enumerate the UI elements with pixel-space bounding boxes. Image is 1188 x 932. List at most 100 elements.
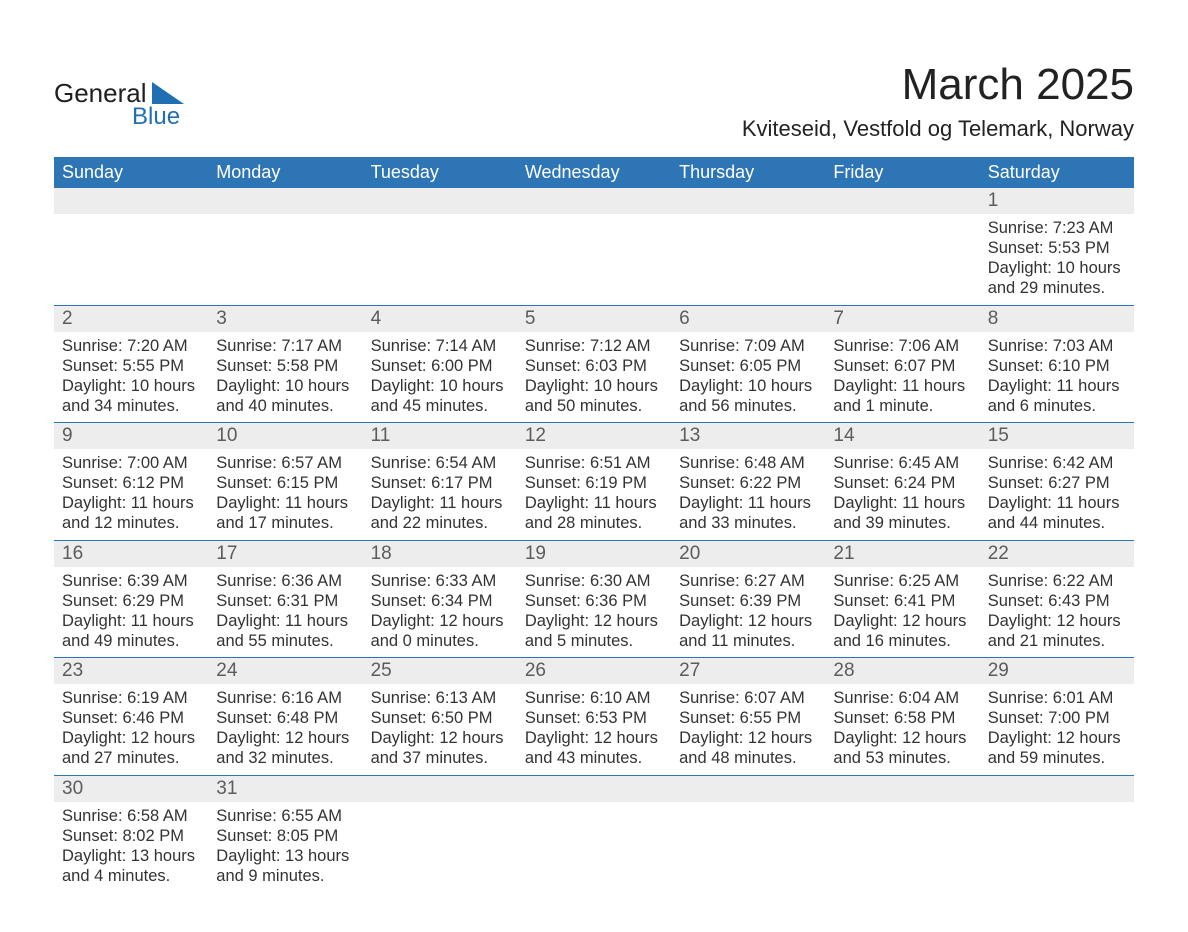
day-number-cell xyxy=(671,775,825,802)
day-info-cell: Sunrise: 7:20 AMSunset: 5:55 PMDaylight:… xyxy=(54,332,208,423)
month-title: March 2025 xyxy=(742,60,1134,110)
day-info-cell: Sunrise: 6:33 AMSunset: 6:34 PMDaylight:… xyxy=(363,567,517,658)
day-number-cell: 30 xyxy=(54,775,208,802)
day-info-cell xyxy=(517,214,671,305)
sunset-text: Sunset: 6:24 PM xyxy=(833,473,971,493)
day-number-cell: 1 xyxy=(980,188,1134,214)
daylight-text: Daylight: 13 hours and 4 minutes. xyxy=(62,846,200,886)
day-number-cell: 8 xyxy=(980,305,1134,332)
day-info-cell xyxy=(980,802,1134,893)
day-number-cell: 3 xyxy=(208,305,362,332)
sunset-text: Sunset: 7:00 PM xyxy=(988,708,1126,728)
day-info-cell: Sunrise: 7:06 AMSunset: 6:07 PMDaylight:… xyxy=(825,332,979,423)
sunset-text: Sunset: 6:53 PM xyxy=(525,708,663,728)
daylight-text: Daylight: 11 hours and 12 minutes. xyxy=(62,493,200,533)
sunrise-text: Sunrise: 6:36 AM xyxy=(216,571,354,591)
daylight-text: Daylight: 10 hours and 40 minutes. xyxy=(216,376,354,416)
week-info-row: Sunrise: 7:23 AMSunset: 5:53 PMDaylight:… xyxy=(54,214,1134,305)
day-info-cell xyxy=(363,802,517,893)
week-info-row: Sunrise: 6:39 AMSunset: 6:29 PMDaylight:… xyxy=(54,567,1134,658)
sunrise-text: Sunrise: 6:58 AM xyxy=(62,806,200,826)
day-info-cell: Sunrise: 6:13 AMSunset: 6:50 PMDaylight:… xyxy=(363,684,517,775)
week-daynum-row: 1 xyxy=(54,188,1134,214)
week-daynum-row: 9101112131415 xyxy=(54,423,1134,450)
day-info-cell: Sunrise: 6:07 AMSunset: 6:55 PMDaylight:… xyxy=(671,684,825,775)
day-number-cell xyxy=(825,188,979,214)
sunset-text: Sunset: 6:29 PM xyxy=(62,591,200,611)
sunrise-text: Sunrise: 6:45 AM xyxy=(833,453,971,473)
sunrise-text: Sunrise: 7:17 AM xyxy=(216,336,354,356)
sunrise-text: Sunrise: 6:30 AM xyxy=(525,571,663,591)
daylight-text: Daylight: 12 hours and 32 minutes. xyxy=(216,728,354,768)
sunrise-text: Sunrise: 7:03 AM xyxy=(988,336,1126,356)
day-number-cell: 20 xyxy=(671,540,825,567)
daylight-text: Daylight: 11 hours and 49 minutes. xyxy=(62,611,200,651)
sunset-text: Sunset: 6:03 PM xyxy=(525,356,663,376)
day-info-cell: Sunrise: 6:55 AMSunset: 8:05 PMDaylight:… xyxy=(208,802,362,893)
sunrise-text: Sunrise: 6:04 AM xyxy=(833,688,971,708)
day-number-cell: 31 xyxy=(208,775,362,802)
day-number-cell xyxy=(825,775,979,802)
daylight-text: Daylight: 11 hours and 22 minutes. xyxy=(371,493,509,533)
sunrise-text: Sunrise: 7:20 AM xyxy=(62,336,200,356)
day-number-cell xyxy=(363,775,517,802)
brand-triangle-icon xyxy=(152,82,184,104)
day-info-cell: Sunrise: 6:22 AMSunset: 6:43 PMDaylight:… xyxy=(980,567,1134,658)
sunset-text: Sunset: 6:17 PM xyxy=(371,473,509,493)
day-info-cell: Sunrise: 6:04 AMSunset: 6:58 PMDaylight:… xyxy=(825,684,979,775)
day-number-cell xyxy=(54,188,208,214)
day-info-cell: Sunrise: 6:45 AMSunset: 6:24 PMDaylight:… xyxy=(825,449,979,540)
calendar-body: 1Sunrise: 7:23 AMSunset: 5:53 PMDaylight… xyxy=(54,188,1134,892)
day-number-cell: 23 xyxy=(54,658,208,685)
day-number-cell: 28 xyxy=(825,658,979,685)
daylight-text: Daylight: 10 hours and 29 minutes. xyxy=(988,258,1126,298)
col-saturday: Saturday xyxy=(980,157,1134,188)
sunset-text: Sunset: 6:58 PM xyxy=(833,708,971,728)
daylight-text: Daylight: 12 hours and 59 minutes. xyxy=(988,728,1126,768)
sunset-text: Sunset: 6:48 PM xyxy=(216,708,354,728)
day-number-cell: 4 xyxy=(363,305,517,332)
week-daynum-row: 3031 xyxy=(54,775,1134,802)
sunset-text: Sunset: 6:46 PM xyxy=(62,708,200,728)
sunset-text: Sunset: 6:50 PM xyxy=(371,708,509,728)
day-number-cell: 21 xyxy=(825,540,979,567)
day-number-cell xyxy=(671,188,825,214)
sunrise-text: Sunrise: 6:51 AM xyxy=(525,453,663,473)
daylight-text: Daylight: 12 hours and 5 minutes. xyxy=(525,611,663,651)
daylight-text: Daylight: 11 hours and 55 minutes. xyxy=(216,611,354,651)
day-info-cell: Sunrise: 7:09 AMSunset: 6:05 PMDaylight:… xyxy=(671,332,825,423)
week-info-row: Sunrise: 6:58 AMSunset: 8:02 PMDaylight:… xyxy=(54,802,1134,893)
sunrise-text: Sunrise: 7:23 AM xyxy=(988,218,1126,238)
day-info-cell: Sunrise: 6:54 AMSunset: 6:17 PMDaylight:… xyxy=(363,449,517,540)
day-info-cell: Sunrise: 7:12 AMSunset: 6:03 PMDaylight:… xyxy=(517,332,671,423)
daylight-text: Daylight: 10 hours and 56 minutes. xyxy=(679,376,817,416)
calendar-table: Sunday Monday Tuesday Wednesday Thursday… xyxy=(54,157,1134,892)
week-daynum-row: 16171819202122 xyxy=(54,540,1134,567)
day-number-cell: 16 xyxy=(54,540,208,567)
daylight-text: Daylight: 11 hours and 33 minutes. xyxy=(679,493,817,533)
day-info-cell: Sunrise: 6:01 AMSunset: 7:00 PMDaylight:… xyxy=(980,684,1134,775)
week-daynum-row: 2345678 xyxy=(54,305,1134,332)
sunset-text: Sunset: 6:55 PM xyxy=(679,708,817,728)
day-info-cell xyxy=(825,214,979,305)
day-info-cell xyxy=(825,802,979,893)
day-number-cell: 29 xyxy=(980,658,1134,685)
brand-logo-svg: General Blue xyxy=(54,78,204,138)
day-number-cell: 22 xyxy=(980,540,1134,567)
day-info-cell: Sunrise: 6:39 AMSunset: 6:29 PMDaylight:… xyxy=(54,567,208,658)
page: General Blue March 2025 Kviteseid, Vestf… xyxy=(0,0,1188,932)
sunset-text: Sunset: 6:36 PM xyxy=(525,591,663,611)
day-number-cell xyxy=(208,188,362,214)
daylight-text: Daylight: 12 hours and 11 minutes. xyxy=(679,611,817,651)
day-info-cell xyxy=(671,802,825,893)
daylight-text: Daylight: 12 hours and 48 minutes. xyxy=(679,728,817,768)
day-number-cell: 15 xyxy=(980,423,1134,450)
sunrise-text: Sunrise: 6:22 AM xyxy=(988,571,1126,591)
day-number-cell: 24 xyxy=(208,658,362,685)
sunrise-text: Sunrise: 6:39 AM xyxy=(62,571,200,591)
sunrise-text: Sunrise: 6:33 AM xyxy=(371,571,509,591)
sunset-text: Sunset: 6:15 PM xyxy=(216,473,354,493)
day-number-cell xyxy=(517,188,671,214)
sunset-text: Sunset: 6:39 PM xyxy=(679,591,817,611)
sunrise-text: Sunrise: 6:54 AM xyxy=(371,453,509,473)
